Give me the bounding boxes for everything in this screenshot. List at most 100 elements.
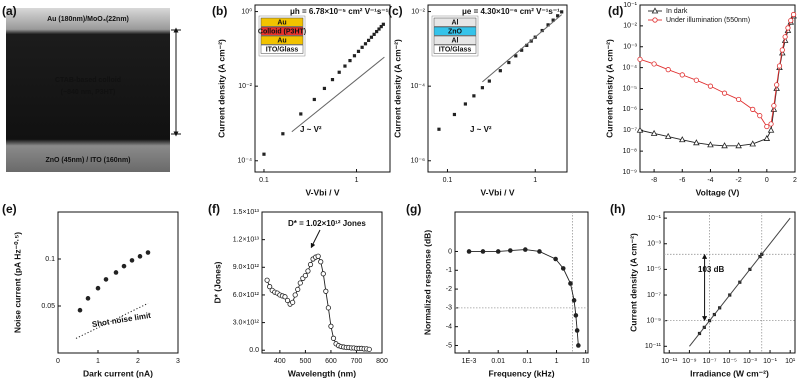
marker xyxy=(262,152,266,156)
marker xyxy=(284,297,291,304)
marker xyxy=(375,29,379,34)
marker xyxy=(318,259,324,265)
y-tick-label: 10⁻² xyxy=(623,23,637,30)
marker xyxy=(103,277,109,282)
inset-layer-label: Au xyxy=(277,19,286,26)
y-tick-label: 0.05 xyxy=(41,303,55,310)
x-tick-label: 10⁻⁵ xyxy=(723,358,737,365)
marker xyxy=(525,43,529,47)
y-axis-label: Normalized response (dB) xyxy=(422,230,432,335)
x-tick-label: 1 xyxy=(96,358,100,365)
inset-layer xyxy=(260,26,304,36)
marker xyxy=(437,127,441,131)
marker xyxy=(507,60,511,65)
marker xyxy=(574,328,580,333)
marker xyxy=(571,298,577,303)
y-tick-label: 10⁰ xyxy=(241,7,252,15)
x-tick-label: 10⁻¹¹ xyxy=(661,358,678,365)
inset-layer xyxy=(260,17,304,27)
marker xyxy=(551,18,555,22)
y-tick-label: -4 xyxy=(446,324,452,331)
y-tick-label: 10⁻⁷ xyxy=(647,292,661,299)
x-tick-label: 1 xyxy=(555,358,559,365)
x-tick-label: 0.01 xyxy=(491,358,505,365)
x-tick-label: 0 xyxy=(56,358,60,365)
marker xyxy=(323,288,329,294)
y-axis-label: Current density (A cm⁻²) xyxy=(392,39,402,138)
annotation: μh = 6.78×10⁻⁵ cm² V⁻¹s⁻¹ xyxy=(290,7,389,16)
marker xyxy=(636,126,644,133)
thickness-arrows xyxy=(171,27,181,137)
sem-image xyxy=(6,8,170,172)
legend-label: In dark xyxy=(666,8,688,15)
inset-layer-label: Au xyxy=(277,37,286,44)
image-label: (~840 nm, P3HT) xyxy=(61,89,116,96)
marker xyxy=(785,25,791,31)
marker xyxy=(763,134,771,141)
marker xyxy=(771,103,777,109)
inset-layer-label: ZnO xyxy=(448,28,463,35)
series-line xyxy=(75,302,149,339)
marker xyxy=(77,307,83,313)
plot: 0.1 1 10⁻⁶ 10⁻⁴ 10⁻² V-Vbi / V Current density… xyxy=(392,4,568,197)
x-tick-label: -8 xyxy=(651,177,657,184)
marker xyxy=(85,296,91,301)
marker xyxy=(757,113,763,119)
marker xyxy=(721,142,728,149)
marker xyxy=(363,42,368,46)
series-line xyxy=(689,217,791,347)
y-tick-label: 10⁻¹ xyxy=(623,2,637,9)
marker xyxy=(514,54,518,58)
x-tick-label: -6 xyxy=(679,177,685,184)
marker xyxy=(328,323,334,329)
marker xyxy=(707,141,714,148)
marker xyxy=(137,254,143,259)
marker xyxy=(302,272,309,279)
marker xyxy=(651,61,657,67)
series-line xyxy=(482,14,562,83)
marker xyxy=(650,129,658,136)
y-tick-label: 10⁻⁴ xyxy=(623,64,638,71)
legend-label: Under illumination (550nm) xyxy=(666,17,750,24)
x-axis-label: Irradiance (W cm⁻²) xyxy=(690,368,769,378)
annotation: J ~ V² xyxy=(470,125,492,134)
marker xyxy=(325,305,331,311)
plot-frame xyxy=(254,4,391,173)
marker xyxy=(312,97,316,102)
inset-layer xyxy=(433,26,477,36)
inset-layer xyxy=(433,44,477,54)
x-tick-label: 10⁻³ xyxy=(743,358,757,365)
marker xyxy=(381,22,385,26)
marker xyxy=(573,313,579,318)
x-tick-label: 10⁻⁹ xyxy=(682,358,696,365)
y-tick-label: 10⁻² xyxy=(238,83,252,90)
plot-frame xyxy=(639,4,796,173)
marker xyxy=(360,45,364,49)
x-tick-label: 3 xyxy=(176,358,180,365)
marker xyxy=(377,27,381,31)
x-tick-label: 800 xyxy=(376,358,388,365)
marker xyxy=(498,69,502,73)
panel-label: (d) xyxy=(608,4,623,18)
x-axis-label: V-Vbi / V xyxy=(480,187,514,197)
marker xyxy=(788,17,794,24)
inset-layer-label: Colloid (P3HT) xyxy=(258,28,306,35)
marker xyxy=(330,78,335,82)
marker xyxy=(764,123,770,130)
marker xyxy=(768,121,774,127)
x-axis-label: Voltage (V) xyxy=(696,187,740,197)
y-tick-label: 10⁻⁴ xyxy=(238,158,253,165)
image-label: Au (180nm)/MoO₃(22nm) xyxy=(47,16,129,23)
inset-layer-label: ITO/Glass xyxy=(266,46,299,53)
plot: 0 1 2 3 0.05 0.1 Dark current (nA) Noise curren… xyxy=(12,211,180,378)
x-tick-label: 10⁻¹ xyxy=(763,358,777,365)
marker xyxy=(472,94,476,98)
marker xyxy=(356,49,361,53)
series-line xyxy=(291,56,385,133)
marker xyxy=(679,136,686,143)
x-tick-label: 2 xyxy=(793,177,797,184)
legend-marker xyxy=(651,7,659,14)
marker xyxy=(495,249,501,254)
inset-layer-label: ITO/Glass xyxy=(439,46,472,53)
y-axis-label: Noise current (pA Hz⁻⁰·⁵) xyxy=(12,232,22,333)
